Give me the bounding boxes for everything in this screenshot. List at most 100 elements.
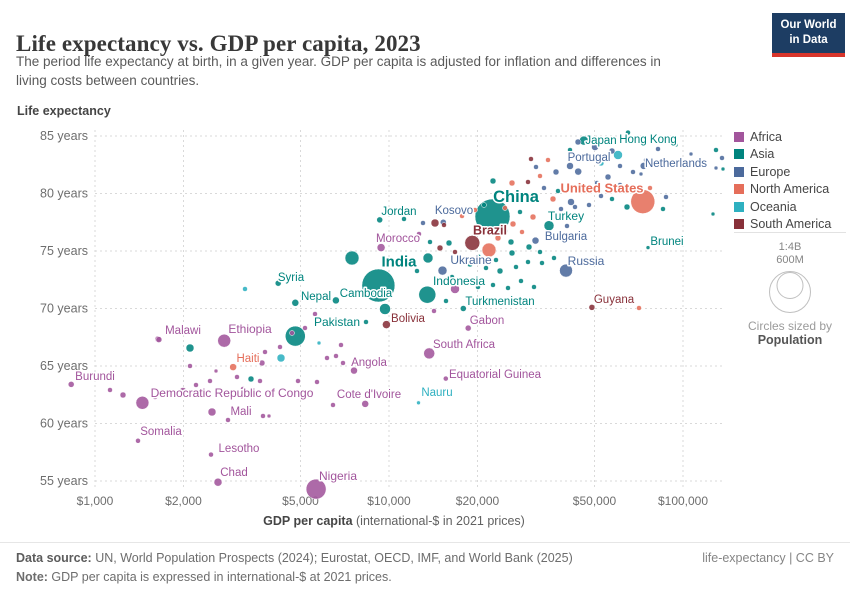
data-point[interactable] <box>452 249 458 255</box>
data-point[interactable] <box>501 227 509 235</box>
data-point-mali[interactable] <box>207 407 217 417</box>
data-point-guyana[interactable] <box>588 304 596 311</box>
data-point[interactable] <box>314 379 320 385</box>
data-point[interactable] <box>529 213 537 221</box>
country-label-netherlands[interactable]: Netherlands <box>643 157 708 172</box>
country-label-cote-d-ivoire[interactable]: Cote d'Ivoire <box>335 388 402 403</box>
data-point[interactable] <box>533 164 539 170</box>
data-point[interactable] <box>647 185 653 191</box>
country-label-china[interactable]: China <box>492 186 542 207</box>
country-label-bulgaria[interactable]: Bulgaria <box>543 230 589 245</box>
data-point-chad[interactable] <box>213 477 223 487</box>
data-point[interactable] <box>541 185 547 191</box>
country-label-ethiopia[interactable]: Ethiopia <box>227 321 274 338</box>
data-point[interactable] <box>295 378 301 384</box>
data-point[interactable] <box>663 194 669 200</box>
country-label-mali[interactable]: Mali <box>229 405 253 420</box>
data-point-india[interactable] <box>361 268 396 303</box>
data-point-syria[interactable] <box>274 279 282 287</box>
data-point[interactable] <box>643 157 649 163</box>
data-point-united-states[interactable] <box>630 189 656 214</box>
data-point[interactable] <box>505 285 511 291</box>
data-point-nigeria[interactable] <box>305 478 327 500</box>
data-point[interactable] <box>574 138 582 146</box>
data-point[interactable] <box>414 268 420 274</box>
data-point[interactable] <box>242 286 248 292</box>
country-label-united-states[interactable]: United States <box>559 179 645 197</box>
data-point-burundi[interactable] <box>67 381 75 388</box>
data-point[interactable] <box>379 303 391 315</box>
data-point[interactable] <box>636 305 642 311</box>
country-label-nepal[interactable]: Nepal <box>299 290 332 305</box>
data-point-equatorial-guinea[interactable] <box>443 375 449 382</box>
data-point[interactable] <box>262 349 268 355</box>
country-label-malawi[interactable]: Malawi <box>164 324 203 339</box>
country-label-nauru[interactable]: Nauru <box>420 386 454 401</box>
data-point[interactable] <box>525 243 533 251</box>
country-label-turkmenistan[interactable]: Turkmenistan <box>464 295 536 310</box>
data-point[interactable] <box>483 265 489 271</box>
data-point[interactable] <box>517 209 523 215</box>
data-point[interactable] <box>475 284 481 290</box>
data-point[interactable] <box>572 204 578 210</box>
data-point-gabon[interactable] <box>464 324 472 332</box>
data-point[interactable] <box>420 220 426 226</box>
data-point[interactable] <box>107 387 113 393</box>
data-point[interactable] <box>430 218 440 228</box>
data-point[interactable] <box>363 319 369 325</box>
country-label-cambodia[interactable]: Cambodia <box>338 287 394 302</box>
data-point[interactable] <box>459 213 465 219</box>
data-point[interactable] <box>481 202 487 208</box>
country-label-turkey[interactable]: Turkey <box>546 208 585 225</box>
data-point[interactable] <box>441 222 447 228</box>
data-point[interactable] <box>508 249 516 257</box>
data-point[interactable] <box>623 203 631 211</box>
data-point-morocco[interactable] <box>376 243 386 252</box>
data-point[interactable] <box>494 234 502 242</box>
country-label-south-africa[interactable]: South Africa <box>431 338 497 353</box>
data-point[interactable] <box>719 155 725 161</box>
data-point[interactable] <box>312 311 318 317</box>
owid-logo[interactable]: Our World in Data <box>772 13 845 57</box>
data-point[interactable] <box>507 238 515 246</box>
country-label-haiti[interactable]: Haiti <box>235 352 261 367</box>
data-point[interactable] <box>552 168 560 176</box>
data-point[interactable] <box>330 402 336 408</box>
data-point[interactable] <box>401 216 407 222</box>
data-point[interactable] <box>609 196 615 202</box>
data-point[interactable] <box>537 249 543 255</box>
data-point[interactable] <box>266 413 272 419</box>
data-point[interactable] <box>213 368 219 374</box>
data-point-cote-d-ivoire[interactable] <box>361 400 369 408</box>
data-point-somalia[interactable] <box>135 438 141 444</box>
data-point[interactable] <box>316 340 322 346</box>
data-point-haiti[interactable] <box>229 363 237 371</box>
data-point-turkey[interactable] <box>543 220 555 231</box>
country-label-hong-kong[interactable]: Hong Kong <box>618 133 679 148</box>
data-point-netherlands[interactable] <box>639 162 648 170</box>
data-point[interactable] <box>427 239 433 245</box>
country-label-equatorial-guinea[interactable]: Equatorial Guinea <box>447 368 543 383</box>
data-point[interactable] <box>519 229 525 235</box>
data-point[interactable] <box>472 207 478 213</box>
data-point[interactable] <box>638 171 644 177</box>
data-point[interactable] <box>240 386 246 392</box>
data-point[interactable] <box>324 355 330 361</box>
data-point[interactable] <box>564 223 570 229</box>
data-point-cambodia[interactable] <box>332 296 340 305</box>
country-label-bolivia[interactable]: Bolivia <box>390 312 427 327</box>
data-point[interactable] <box>604 173 612 181</box>
data-point[interactable] <box>508 179 516 187</box>
data-point[interactable] <box>234 374 240 380</box>
data-point[interactable] <box>474 253 482 261</box>
data-point[interactable] <box>449 274 455 280</box>
data-point[interactable] <box>513 264 519 270</box>
data-point[interactable] <box>247 375 255 383</box>
data-point[interactable] <box>630 169 636 175</box>
data-point-turkmenistan[interactable] <box>460 305 467 312</box>
data-point-bulgaria[interactable] <box>531 236 540 245</box>
data-point[interactable] <box>119 391 127 399</box>
data-point[interactable] <box>450 284 460 294</box>
legend-item-europe[interactable]: Europe <box>734 163 846 181</box>
data-point[interactable] <box>258 359 266 367</box>
